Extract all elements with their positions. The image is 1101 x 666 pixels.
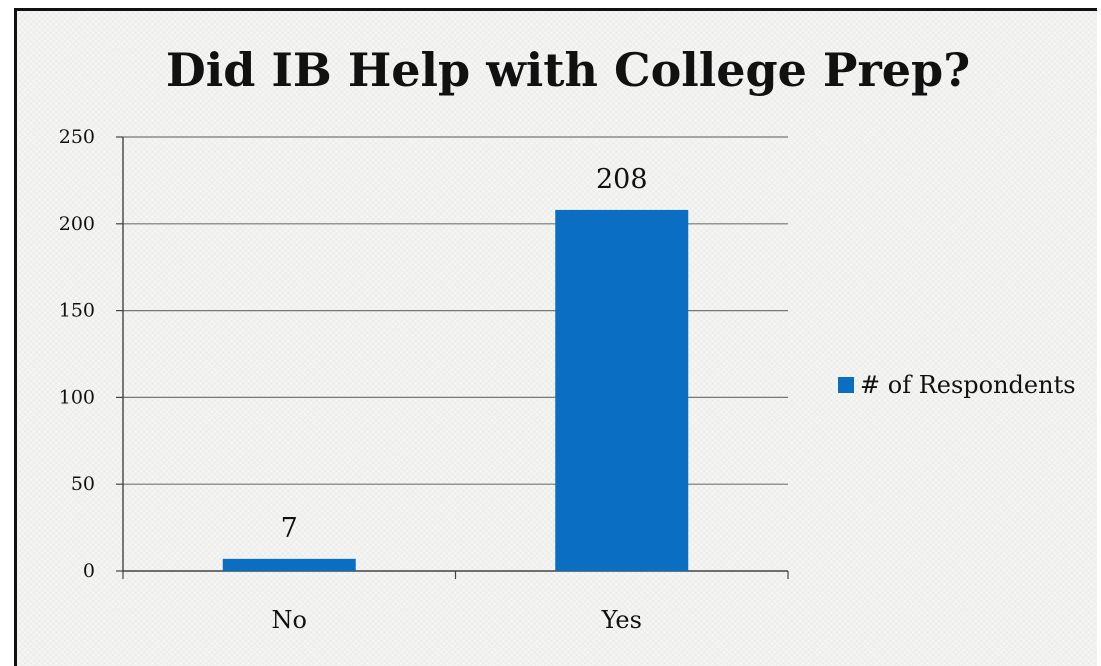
y-tick-label: 50	[71, 473, 95, 495]
y-tick-label: 100	[59, 386, 95, 408]
data-label: 7	[281, 513, 298, 544]
legend: # of Respondents	[838, 371, 1076, 399]
data-label: 208	[596, 164, 648, 195]
x-category-label: No	[272, 606, 307, 634]
y-tick-label: 200	[59, 213, 95, 235]
legend-label: # of Respondents	[860, 371, 1076, 399]
y-tick-label: 150	[59, 300, 95, 322]
chart-title: Did IB Help with College Prep?	[166, 43, 970, 97]
y-tick-label: 250	[59, 126, 95, 148]
legend-swatch	[838, 377, 854, 393]
y-tick-label: 0	[83, 560, 95, 582]
bar-yes	[555, 209, 689, 572]
bar-no	[222, 558, 356, 571]
labels: 0 50 100 150 200 250 7 No 208 Yes	[59, 126, 648, 634]
x-category-label: Yes	[601, 606, 642, 634]
bars	[222, 209, 689, 572]
